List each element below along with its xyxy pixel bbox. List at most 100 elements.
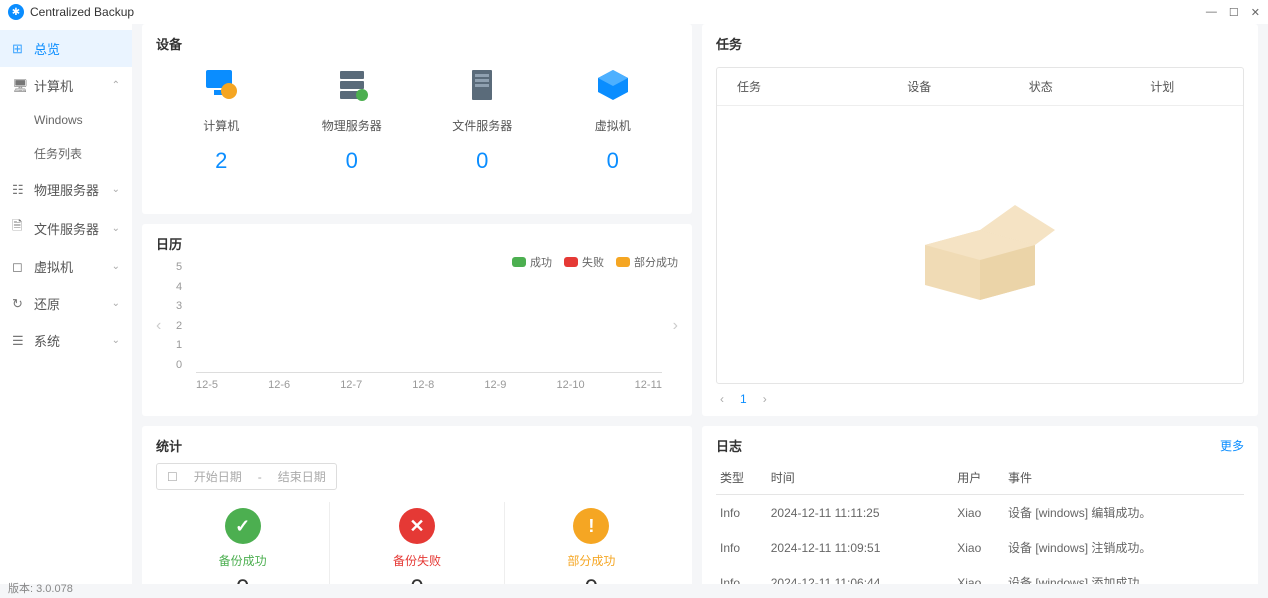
sidebar-label: 虚拟机 bbox=[34, 257, 73, 276]
chart-prev-icon[interactable]: ‹ bbox=[156, 317, 161, 335]
sidebar-icon: 🗎 bbox=[12, 217, 26, 239]
sidebar-item-虚拟机[interactable]: ◻虚拟机⌄ bbox=[0, 248, 132, 285]
log-row[interactable]: Info2024-12-11 11:11:25Xiao设备 [windows] … bbox=[716, 495, 1244, 531]
device-icon bbox=[201, 65, 241, 105]
logs-card: 日志 更多 类型时间用户事件 Info2024-12-11 11:11:25Xi… bbox=[702, 426, 1258, 584]
start-date-label: 开始日期 bbox=[194, 468, 242, 485]
log-header-cell: 类型 bbox=[716, 461, 767, 495]
stats-card: 统计 ☐ 开始日期 - 结束日期 ✓备份成功0✕备份失败0!部分成功0 bbox=[142, 426, 692, 584]
sidebar-item-系统[interactable]: ☰ 系统 ⌄ bbox=[0, 322, 132, 359]
stat-icon: ✕ bbox=[399, 508, 435, 544]
chevron-icon: ⌃ bbox=[112, 80, 120, 91]
task-header-cell: 任务 bbox=[737, 78, 859, 95]
app-icon bbox=[8, 4, 24, 20]
stat-count: 0 bbox=[156, 575, 329, 584]
sidebar-item-总览[interactable]: ⊞ 总览 bbox=[0, 30, 132, 67]
empty-box-icon bbox=[895, 185, 1065, 305]
tasks-title: 任务 bbox=[716, 34, 1244, 53]
chevron-icon: ⌄ bbox=[112, 298, 120, 309]
sidebar-icon: ⊞ bbox=[12, 41, 26, 57]
device-item[interactable]: 文件服务器 0 bbox=[417, 65, 548, 174]
pager-next-icon[interactable]: › bbox=[763, 392, 767, 406]
chevron-icon: ⌄ bbox=[112, 223, 120, 234]
device-count: 2 bbox=[156, 148, 287, 174]
device-icon bbox=[593, 65, 633, 105]
minimize-icon[interactable]: — bbox=[1206, 6, 1217, 19]
sidebar-icon: ☷ bbox=[12, 182, 26, 198]
log-row[interactable]: Info2024-12-11 11:09:51Xiao设备 [windows] … bbox=[716, 530, 1244, 565]
sidebar-label: 计算机 bbox=[34, 76, 73, 95]
app-title: Centralized Backup bbox=[30, 5, 1206, 19]
task-header-cell: 设备 bbox=[859, 78, 981, 95]
maximize-icon[interactable]: ☐ bbox=[1229, 6, 1239, 19]
sidebar-item-还原[interactable]: ↻ 还原 ⌄ bbox=[0, 285, 132, 322]
device-count: 0 bbox=[417, 148, 548, 174]
device-label: 虚拟机 bbox=[548, 117, 679, 134]
calendar-card: 日历 成功失败部分成功 ‹ › 543210 12-512-612-712-81… bbox=[142, 224, 692, 416]
sidebar-item-计算机[interactable]: 🖥 计算机 ⌃ bbox=[0, 67, 132, 104]
stat-icon: ! bbox=[573, 508, 609, 544]
logs-title: 日志 bbox=[716, 436, 742, 455]
device-icon bbox=[332, 65, 372, 105]
stat-count: 0 bbox=[330, 575, 503, 584]
task-table-header: 任务设备状态计划 bbox=[717, 68, 1243, 106]
sidebar-icon: 🖥 bbox=[12, 78, 26, 94]
chevron-icon: ⌄ bbox=[112, 261, 120, 272]
log-header-cell: 事件 bbox=[1004, 461, 1244, 495]
sidebar-item-物理服务器[interactable]: ☷物理服务器⌄ bbox=[0, 171, 132, 208]
log-header-cell: 用户 bbox=[953, 461, 1004, 495]
sidebar-item-文件服务器[interactable]: 🗎文件服务器⌄ bbox=[0, 208, 132, 248]
calendar-icon: ☐ bbox=[167, 470, 178, 484]
sidebar: ⊞总览🖥计算机⌃Windows任务列表☷物理服务器⌄🗎文件服务器⌄◻虚拟机⌄↻还… bbox=[0, 24, 132, 584]
chevron-icon: ⌄ bbox=[112, 335, 120, 346]
device-count: 0 bbox=[548, 148, 679, 174]
stat-label: 备份成功 bbox=[156, 552, 329, 569]
device-item[interactable]: 计算机 2 bbox=[156, 65, 287, 174]
chart-next-icon[interactable]: › bbox=[673, 317, 678, 335]
calendar-title: 日历 bbox=[156, 234, 678, 253]
log-header-cell: 时间 bbox=[767, 461, 954, 495]
stat-count: 0 bbox=[505, 575, 678, 584]
device-count: 0 bbox=[287, 148, 418, 174]
stat-item: ! 部分成功 0 bbox=[505, 502, 678, 584]
stat-label: 部分成功 bbox=[505, 552, 678, 569]
stat-item: ✕ 备份失败 0 bbox=[330, 502, 504, 584]
sidebar-label: 系统 bbox=[34, 331, 60, 350]
version-label: 版本: 3.0.078 bbox=[8, 580, 73, 596]
stat-icon: ✓ bbox=[225, 508, 261, 544]
device-icon bbox=[462, 65, 502, 105]
devices-card: 设备 计算机2物理服务器0文件服务器0虚拟机0 bbox=[142, 24, 692, 214]
sidebar-icon: ☰ bbox=[12, 333, 26, 349]
sidebar-icon: ↻ bbox=[12, 296, 26, 312]
titlebar: Centralized Backup — ☐ ✕ bbox=[0, 0, 1268, 24]
sidebar-label: Windows bbox=[34, 113, 83, 127]
stats-title: 统计 bbox=[156, 436, 678, 455]
date-range-picker[interactable]: ☐ 开始日期 - 结束日期 bbox=[156, 463, 337, 490]
sidebar-label: 还原 bbox=[34, 294, 60, 313]
device-label: 文件服务器 bbox=[417, 117, 548, 134]
sidebar-label: 任务列表 bbox=[34, 145, 82, 162]
device-item[interactable]: 虚拟机 0 bbox=[548, 65, 679, 174]
task-pager: ‹ 1 › bbox=[716, 384, 1244, 406]
device-item[interactable]: 物理服务器 0 bbox=[287, 65, 418, 174]
logs-more-link[interactable]: 更多 bbox=[1220, 437, 1244, 454]
device-label: 物理服务器 bbox=[287, 117, 418, 134]
devices-title: 设备 bbox=[156, 34, 678, 53]
task-header-cell: 计划 bbox=[1102, 78, 1224, 95]
device-label: 计算机 bbox=[156, 117, 287, 134]
log-row[interactable]: Info2024-12-11 11:06:44Xiao设备 [windows] … bbox=[716, 565, 1244, 584]
tasks-card: 任务 任务设备状态计划 ‹ 1 › bbox=[702, 24, 1258, 416]
task-header-cell: 状态 bbox=[980, 78, 1102, 95]
task-empty-state bbox=[717, 106, 1243, 383]
close-icon[interactable]: ✕ bbox=[1251, 6, 1260, 19]
pager-prev-icon[interactable]: ‹ bbox=[720, 392, 724, 406]
end-date-label: 结束日期 bbox=[278, 468, 326, 485]
chevron-icon: ⌄ bbox=[112, 184, 120, 195]
sidebar-item-Windows[interactable]: Windows bbox=[0, 104, 132, 136]
pager-current[interactable]: 1 bbox=[740, 392, 747, 406]
stat-label: 备份失败 bbox=[330, 552, 503, 569]
sidebar-item-任务列表[interactable]: 任务列表 bbox=[0, 136, 132, 171]
calendar-chart: ‹ › 543210 12-512-612-712-812-912-1012-1… bbox=[156, 261, 678, 391]
stat-item: ✓ 备份成功 0 bbox=[156, 502, 330, 584]
sidebar-label: 总览 bbox=[34, 39, 60, 58]
